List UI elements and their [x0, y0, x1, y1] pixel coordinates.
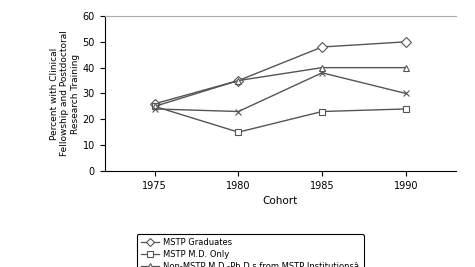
M.D.-Ph.D.s from Non-MSTP Institutionsâ — [236, 110, 241, 113]
Non-MSTP M.D.-Ph.D.s from MSTP Institutionsâ — [236, 79, 241, 82]
Non-MSTP M.D.-Ph.D.s from MSTP Institutionsâ — [319, 66, 325, 69]
MSTP M.D. Only — [236, 131, 241, 134]
MSTP M.D. Only — [319, 110, 325, 113]
MSTP Graduates — [152, 102, 158, 105]
Line: MSTP Graduates: MSTP Graduates — [151, 38, 409, 107]
Legend: MSTP Graduates, MSTP M.D. Only, Non-MSTP M.D.-Ph.D.s from MSTP Institutionsâ, M.: MSTP Graduates, MSTP M.D. Only, Non-MSTP… — [137, 234, 364, 267]
Line: M.D.-Ph.D.s from Non-MSTP Institutionsâ: M.D.-Ph.D.s from Non-MSTP Institutionsâ — [151, 69, 409, 115]
MSTP M.D. Only — [403, 107, 408, 111]
MSTP Graduates — [403, 40, 408, 44]
M.D.-Ph.D.s from Non-MSTP Institutionsâ — [152, 107, 158, 111]
Line: Non-MSTP M.D.-Ph.D.s from MSTP Institutionsâ: Non-MSTP M.D.-Ph.D.s from MSTP Instituti… — [151, 64, 409, 110]
MSTP Graduates — [319, 45, 325, 49]
MSTP Graduates — [236, 79, 241, 82]
Y-axis label: Percent with Clinical
Fellowship and Postdoctoral
Research Training: Percent with Clinical Fellowship and Pos… — [50, 30, 80, 156]
Line: MSTP M.D. Only: MSTP M.D. Only — [151, 103, 409, 136]
Non-MSTP M.D.-Ph.D.s from MSTP Institutionsâ — [403, 66, 408, 69]
X-axis label: Cohort: Cohort — [263, 196, 298, 206]
MSTP M.D. Only — [152, 105, 158, 108]
M.D.-Ph.D.s from Non-MSTP Institutionsâ — [403, 92, 408, 95]
Non-MSTP M.D.-Ph.D.s from MSTP Institutionsâ — [152, 105, 158, 108]
M.D.-Ph.D.s from Non-MSTP Institutionsâ — [319, 71, 325, 74]
